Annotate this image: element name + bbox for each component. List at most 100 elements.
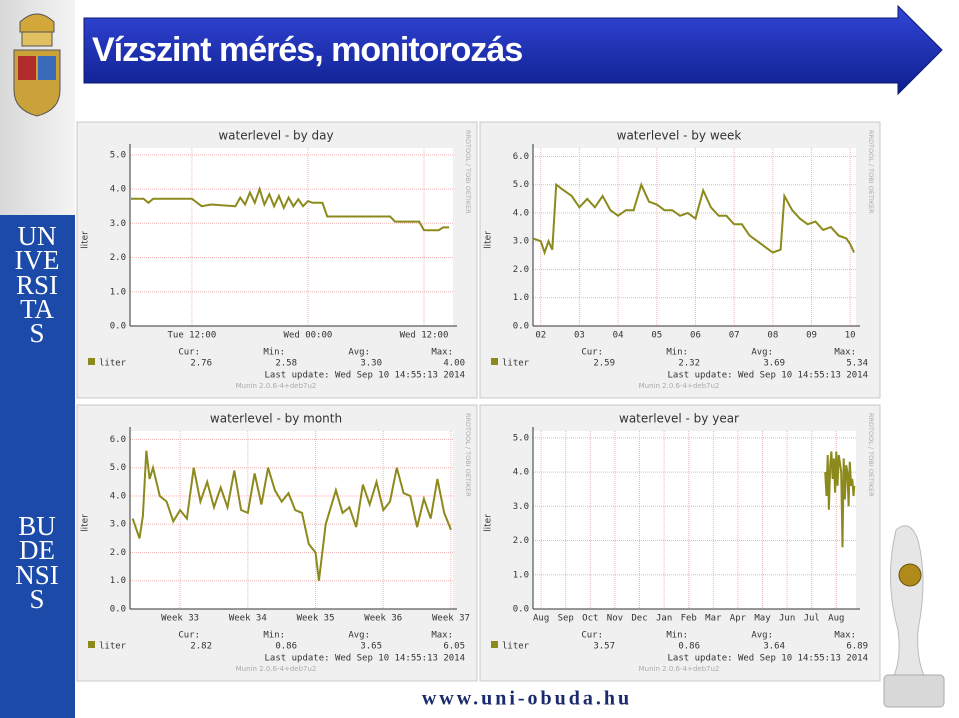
y-axis-label: liter <box>484 231 494 249</box>
y-tick-label: 5.0 <box>110 463 126 473</box>
legend-label: liter <box>99 359 127 369</box>
stat-header: Max: <box>834 631 856 641</box>
stat-value: 3.30 <box>360 359 382 369</box>
y-tick-label: 3.0 <box>513 502 529 512</box>
rrdtool-label: RRDTOOL / TOBI OETIKER <box>867 130 875 214</box>
stat-header: Min: <box>263 348 285 358</box>
sidebar-word: UNIVERSITAS <box>14 221 60 349</box>
stat-value: 5.34 <box>846 359 868 369</box>
x-tick-label: Week 37 <box>432 614 470 624</box>
x-tick-label: Jul <box>804 614 820 624</box>
last-update: Last update: Wed Sep 10 14:55:13 2014 <box>265 654 465 664</box>
munin-version: Munin 2.0.6-4+deb7u2 <box>236 665 317 673</box>
legend-swatch <box>88 358 95 365</box>
y-tick-label: 5.0 <box>513 180 529 190</box>
y-tick-label: 3.0 <box>110 520 126 530</box>
chart-panel: waterlevel - by day liter 0.0 1.0 2.0 3.0 4.0 5… <box>76 121 478 399</box>
rrdtool-label: RRDTOOL / TOBI OETIKER <box>464 413 472 497</box>
trophy <box>883 525 945 708</box>
stat-header: Avg: <box>348 348 370 358</box>
legend-swatch <box>491 358 498 365</box>
stat-header: Min: <box>666 631 688 641</box>
stat-value: 2.32 <box>678 359 700 369</box>
stat-value: 0.86 <box>678 642 700 652</box>
y-tick-label: 0.0 <box>110 322 126 332</box>
x-tick-label: Week 36 <box>364 614 402 624</box>
x-tick-label: Aug <box>828 614 844 624</box>
y-tick-label: 3.0 <box>513 237 529 247</box>
y-tick-label: 2.0 <box>110 548 126 558</box>
stat-header: Cur: <box>178 348 200 358</box>
stat-value: 2.59 <box>593 359 615 369</box>
stat-header: Cur: <box>178 631 200 641</box>
stat-header: Max: <box>834 348 856 358</box>
y-tick-label: 5.0 <box>110 150 126 160</box>
chart-panel: waterlevel - by week liter 0.0 1.0 2.0 3.0 4.0… <box>479 121 881 399</box>
stat-header: Min: <box>263 631 285 641</box>
slide-title: Vízszint mérés, monitorozás <box>92 31 522 69</box>
stat-value: 2.82 <box>190 642 212 652</box>
x-tick-label: 06 <box>690 331 701 341</box>
title-banner <box>83 4 943 96</box>
stat-header: Avg: <box>751 348 773 358</box>
y-axis-label: liter <box>81 514 91 532</box>
y-tick-label: 6.0 <box>513 152 529 162</box>
x-tick-label: Tue 12:00 <box>168 331 217 341</box>
plot-bg <box>130 148 453 326</box>
stat-value: 2.76 <box>190 359 212 369</box>
chart-title: waterlevel - by day <box>218 129 333 143</box>
y-tick-label: 1.0 <box>513 570 529 580</box>
y-tick-label: 2.0 <box>513 265 529 275</box>
plot-bg <box>533 431 856 609</box>
x-tick-label: 08 <box>767 331 778 341</box>
y-tick-label: 4.0 <box>513 468 529 478</box>
y-tick-label: 4.0 <box>110 491 126 501</box>
legend-label: liter <box>502 642 530 652</box>
crest <box>13 13 61 117</box>
y-axis-label: liter <box>484 514 494 532</box>
stat-value: 3.57 <box>593 642 615 652</box>
y-tick-label: 5.0 <box>513 433 529 443</box>
x-tick-label: Wed 12:00 <box>400 331 449 341</box>
x-tick-label: 07 <box>729 331 740 341</box>
x-tick-label: May <box>754 614 771 624</box>
stat-value: 0.86 <box>275 642 297 652</box>
chart-panel: waterlevel - by month liter 0.0 1.0 2.0 3.0 4.… <box>76 404 478 682</box>
x-tick-label: Jan <box>656 614 672 624</box>
chart-title: waterlevel - by year <box>619 412 739 426</box>
x-tick-label: 04 <box>613 331 624 341</box>
x-tick-label: Jun <box>779 614 795 624</box>
data-line <box>532 181 856 256</box>
stat-header: Avg: <box>751 631 773 641</box>
x-tick-label: Nov <box>607 614 623 624</box>
rrdtool-label: RRDTOOL / TOBI OETIKER <box>464 130 472 214</box>
x-tick-label: Aug <box>533 614 549 624</box>
stat-value: 3.69 <box>763 359 785 369</box>
last-update: Last update: Wed Sep 10 14:55:13 2014 <box>668 371 868 381</box>
x-tick-label: Oct <box>582 614 598 624</box>
y-tick-label: 4.0 <box>513 208 529 218</box>
y-tick-label: 0.0 <box>110 605 126 615</box>
chart-title: waterlevel - by month <box>210 412 342 426</box>
stat-value: 2.58 <box>275 359 297 369</box>
data-line <box>824 451 856 548</box>
data-line <box>131 450 452 581</box>
x-tick-label: Sep <box>558 614 574 624</box>
x-tick-label: Apr <box>730 614 747 624</box>
rrdtool-label: RRDTOOL / TOBI OETIKER <box>867 413 875 497</box>
chart-panel: waterlevel - by year liter 0.0 1.0 2.0 3.0 4.0… <box>479 404 881 682</box>
y-tick-label: 2.0 <box>513 536 529 546</box>
legend-swatch <box>491 641 498 648</box>
legend-label: liter <box>99 642 127 652</box>
stat-header: Max: <box>431 348 453 358</box>
sidebar-word: BUDENSIS <box>15 511 59 614</box>
x-tick-label: Wed 00:00 <box>284 331 333 341</box>
stat-value: 3.64 <box>763 642 785 652</box>
munin-version: Munin 2.0.6-4+deb7u2 <box>639 665 720 673</box>
last-update: Last update: Wed Sep 10 14:55:13 2014 <box>668 654 868 664</box>
x-tick-label: Dec <box>631 614 647 624</box>
legend-swatch <box>88 641 95 648</box>
x-tick-label: Week 35 <box>297 614 335 624</box>
y-tick-label: 1.0 <box>513 293 529 303</box>
